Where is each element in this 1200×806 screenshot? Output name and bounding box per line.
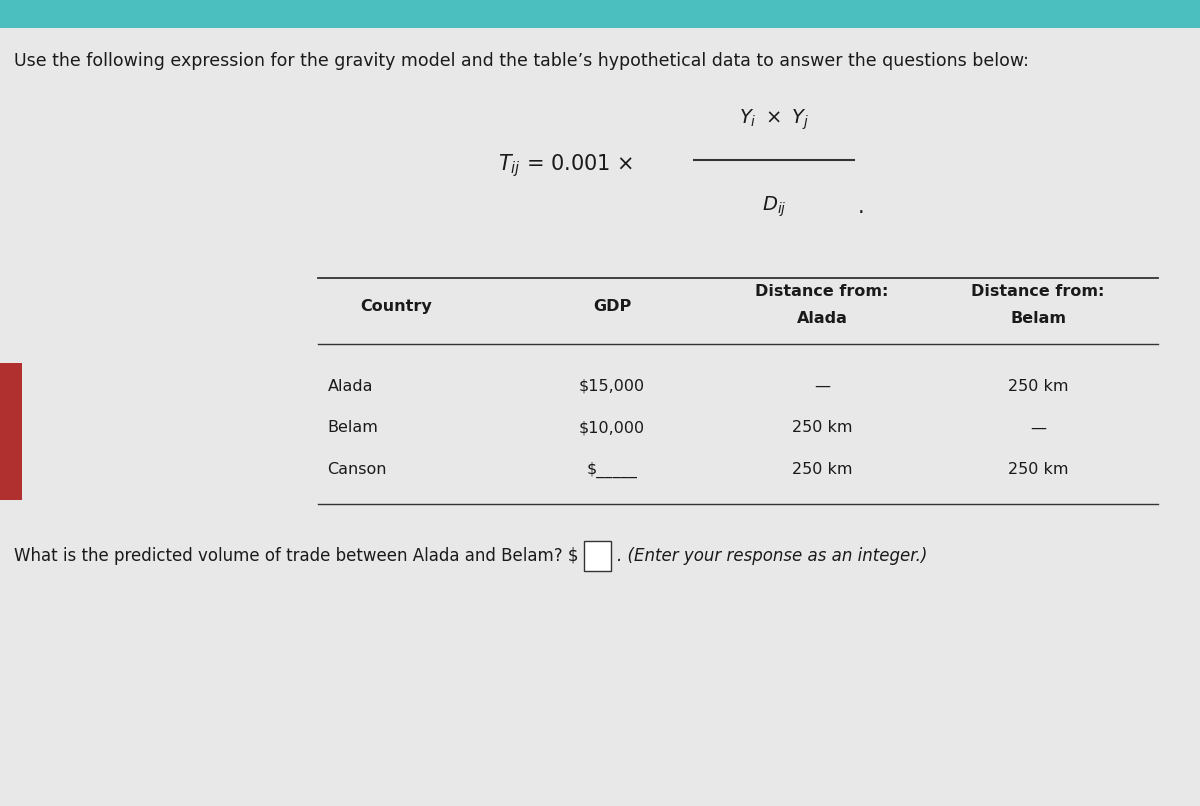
Text: 250 km: 250 km xyxy=(792,421,852,435)
Text: 250 km: 250 km xyxy=(1008,379,1068,393)
Text: Alada: Alada xyxy=(328,379,373,393)
Text: $_____: $_____ xyxy=(587,462,637,478)
Text: What is the predicted volume of trade between Alada and Belam? $: What is the predicted volume of trade be… xyxy=(14,547,578,565)
Text: Distance from:: Distance from: xyxy=(755,285,889,299)
Text: Belam: Belam xyxy=(1010,311,1066,326)
Text: $T_{ij}$ = 0.001 ×: $T_{ij}$ = 0.001 × xyxy=(498,152,634,179)
Text: Use the following expression for the gravity model and the table’s hypothetical : Use the following expression for the gra… xyxy=(14,52,1030,70)
Text: . (Enter your response as an integer.): . (Enter your response as an integer.) xyxy=(617,547,928,565)
Text: —: — xyxy=(814,379,830,393)
Text: —: — xyxy=(1030,421,1046,435)
Text: $Y_i\ \times\ Y_j$: $Y_i\ \times\ Y_j$ xyxy=(739,107,809,131)
Text: Canson: Canson xyxy=(328,463,388,477)
Text: 250 km: 250 km xyxy=(1008,463,1068,477)
Text: Belam: Belam xyxy=(328,421,378,435)
Text: $15,000: $15,000 xyxy=(578,379,646,393)
FancyBboxPatch shape xyxy=(584,541,611,571)
Text: $D_{ij}$: $D_{ij}$ xyxy=(762,195,786,219)
Text: GDP: GDP xyxy=(593,299,631,314)
Text: .: . xyxy=(858,197,865,217)
Text: Distance from:: Distance from: xyxy=(971,285,1105,299)
Text: $10,000: $10,000 xyxy=(578,421,646,435)
Text: Alada: Alada xyxy=(797,311,847,326)
Text: Country: Country xyxy=(360,299,432,314)
Text: 250 km: 250 km xyxy=(792,463,852,477)
